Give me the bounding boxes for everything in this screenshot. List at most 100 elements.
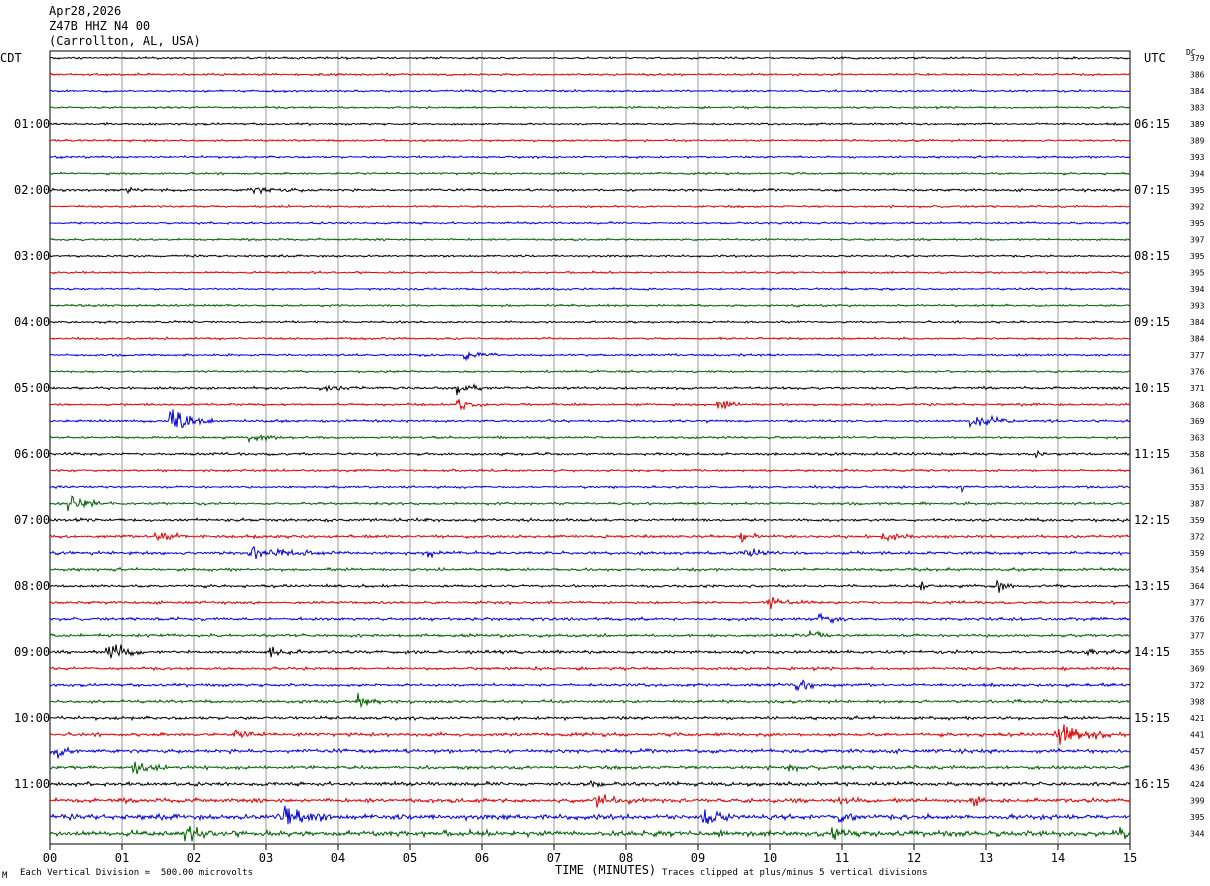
seismic-trace (49, 825, 1131, 842)
x-tick-label: 08 (619, 851, 633, 865)
dc-value-label: 377 (1190, 632, 1205, 641)
seismic-trace (49, 105, 1131, 110)
seismic-trace (49, 382, 1131, 396)
seismic-trace (49, 72, 1131, 77)
clip-note: Traces clipped at plus/minus 5 vertical … (662, 868, 928, 878)
cdt-hour-label: 08:00 (14, 579, 50, 593)
dc-value-label: 383 (1190, 104, 1205, 113)
utc-hour-label: 14:15 (1134, 645, 1170, 659)
seismic-trace (49, 220, 1131, 226)
x-tick-label: 04 (331, 851, 345, 865)
utc-hour-label: 10:15 (1134, 381, 1170, 395)
dc-value-label: 359 (1190, 516, 1205, 525)
cdt-hour-label: 07:00 (14, 513, 50, 527)
plot-frame (49, 50, 1131, 845)
station-location: (Carrollton, AL, USA) (49, 34, 201, 48)
seismic-trace (49, 692, 1131, 709)
seismic-trace (49, 761, 1131, 775)
dc-value-label: 377 (1190, 599, 1205, 608)
seismic-trace (49, 186, 1131, 195)
seismic-trace (49, 369, 1131, 374)
seismic-trace (49, 409, 1131, 429)
dc-value-label: 355 (1190, 648, 1205, 657)
dc-value-label: 397 (1190, 236, 1205, 245)
dc-value-label: 359 (1190, 549, 1205, 558)
seismic-trace (49, 724, 1131, 745)
seismic-trace (49, 434, 1131, 444)
dc-value-label: 389 (1190, 137, 1205, 146)
dc-value-label: 393 (1190, 302, 1205, 311)
dc-value-label: 363 (1190, 434, 1205, 443)
x-tick-label: 12 (907, 851, 921, 865)
dc-value-label: 369 (1190, 665, 1205, 674)
seismic-trace (49, 794, 1131, 808)
dc-value-label: 386 (1190, 71, 1205, 80)
seismic-trace (49, 665, 1131, 672)
dc-value-label: 395 (1190, 186, 1205, 195)
dc-value-label: 387 (1190, 500, 1205, 509)
dc-value-label: 364 (1190, 582, 1205, 591)
seismic-trace (49, 303, 1131, 308)
scale-note: Each Vertical Division = 500.00 microvol… (20, 868, 253, 878)
seismic-trace (49, 714, 1131, 722)
x-tick-label: 01 (115, 851, 129, 865)
cdt-hour-label: 01:00 (14, 117, 50, 131)
seismic-trace (49, 286, 1131, 292)
seismic-trace (49, 449, 1131, 459)
seismic-trace (49, 270, 1131, 275)
dc-value-label: 371 (1190, 384, 1205, 393)
utc-hour-label: 07:15 (1134, 183, 1170, 197)
seismic-trace (49, 171, 1131, 176)
seismic-trace (49, 679, 1131, 692)
axis-labels: 379 386 384 383 389 389 393 394 395 392 395 397 395 3… (14, 54, 1205, 865)
seismic-trace (49, 319, 1131, 325)
x-tick-label: 10 (763, 851, 777, 865)
dc-value-label: 358 (1190, 450, 1205, 459)
seismic-trace (49, 644, 1131, 659)
seismic-trace (49, 517, 1131, 523)
dc-value-label: 379 (1190, 54, 1205, 63)
seismic-trace (49, 746, 1131, 759)
dc-value-label: 436 (1190, 764, 1205, 773)
utc-hour-label: 09:15 (1134, 315, 1170, 329)
x-tick-label: 03 (259, 851, 273, 865)
cdt-hour-label: 03:00 (14, 249, 50, 263)
dc-value-label: 392 (1190, 203, 1205, 212)
x-tick-label: 05 (403, 851, 417, 865)
seismic-trace (49, 805, 1131, 825)
x-tick-label: 07 (547, 851, 561, 865)
dc-value-label: 457 (1190, 747, 1205, 756)
seismic-trace (49, 779, 1131, 788)
seismic-trace (49, 596, 1131, 609)
cdt-hour-label: 02:00 (14, 183, 50, 197)
dc-value-label: 399 (1190, 797, 1205, 806)
right-timezone-label: UTC (1144, 51, 1166, 65)
dc-value-label: 441 (1190, 731, 1205, 740)
cdt-hour-label: 11:00 (14, 777, 50, 791)
dc-value-label: 354 (1190, 566, 1205, 575)
seismic-trace (49, 138, 1131, 143)
dc-value-label: 421 (1190, 714, 1205, 723)
dc-value-label: 384 (1190, 87, 1205, 96)
x-tick-label: 14 (1051, 851, 1065, 865)
dc-value-label: 372 (1190, 681, 1205, 690)
seismic-trace (49, 495, 1131, 512)
x-tick-label: 09 (691, 851, 705, 865)
seismic-trace (49, 253, 1131, 259)
x-tick-label: 02 (187, 851, 201, 865)
plot-grid (49, 50, 1131, 850)
cdt-hour-label: 09:00 (14, 645, 50, 659)
seismic-trace (49, 399, 1131, 411)
x-tick-label: 11 (835, 851, 849, 865)
seismic-trace (49, 566, 1131, 573)
seismic-trace (49, 121, 1131, 127)
seismic-trace (49, 484, 1131, 494)
seismic-trace (49, 468, 1131, 473)
dc-value-label: 395 (1190, 813, 1205, 822)
seismic-trace (49, 154, 1131, 160)
seismic-trace (49, 545, 1131, 560)
dc-value-label: 344 (1190, 830, 1205, 839)
seismic-trace (49, 55, 1131, 61)
dc-value-label: 369 (1190, 417, 1205, 426)
trace-group (49, 55, 1131, 842)
